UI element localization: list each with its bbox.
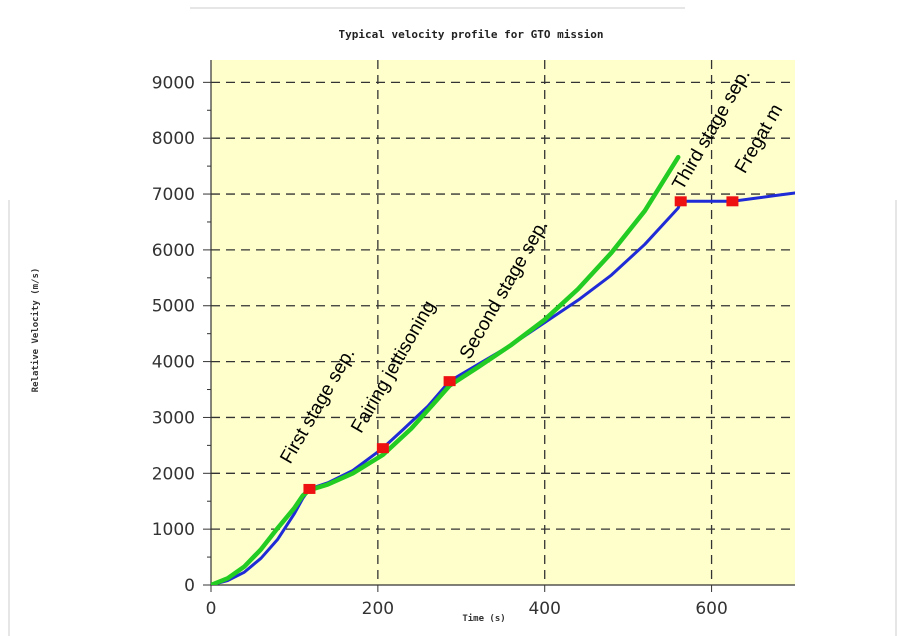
y-tick-label: 2000 [152, 464, 195, 484]
x-tick-labels: 0 200 400 600 [206, 599, 728, 619]
y-tick-label: 1000 [152, 520, 195, 540]
y-tick-label: 0 [184, 576, 195, 596]
y-axis-label: Relative Velocity (m/s) [30, 268, 41, 393]
chart-title: Typical velocity profile for GTO mission [339, 28, 604, 41]
series-line-1 [211, 154, 681, 585]
stage-marker [376, 443, 389, 454]
axes [203, 60, 795, 592]
stage-marker [726, 196, 739, 207]
grid-lines [211, 60, 795, 585]
y-tick-label: 8000 [152, 129, 195, 149]
y-tick-label: 3000 [152, 408, 195, 428]
plot-area [211, 60, 795, 585]
marker-layer [303, 196, 739, 494]
y-tick-label: 7000 [152, 185, 195, 205]
x-tick-label: 400 [528, 599, 560, 619]
stage-marker [674, 196, 687, 207]
y-tick-label: 5000 [152, 297, 195, 317]
x-tick-label: 600 [695, 599, 727, 619]
y-tick-labels: 0 1000 2000 3000 4000 5000 6000 7000 8000 9000 [152, 73, 195, 596]
x-tick-label: 200 [362, 599, 394, 619]
y-tick-label: 6000 [152, 241, 195, 261]
y-tick-label: 4000 [152, 353, 195, 373]
stage-marker [303, 483, 316, 494]
stage-marker [443, 376, 456, 387]
x-axis-label: Time (s) [462, 613, 505, 624]
x-tick-label: 0 [206, 599, 217, 619]
y-tick-label: 9000 [152, 73, 195, 93]
